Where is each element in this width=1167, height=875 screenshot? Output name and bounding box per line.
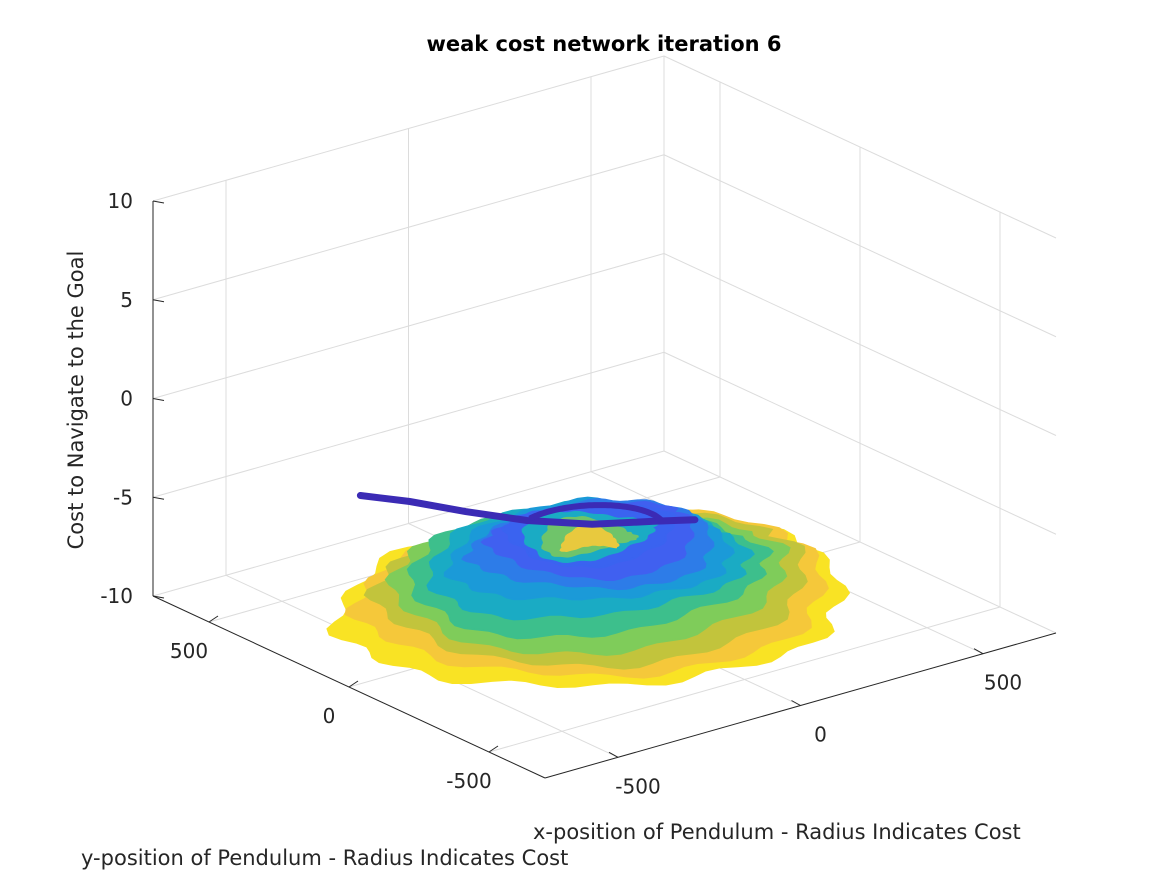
y-tick bbox=[208, 615, 219, 623]
z-tick bbox=[152, 595, 165, 599]
z-tick-label: 10 bbox=[108, 189, 133, 213]
x-tick bbox=[791, 700, 801, 706]
x-axis-label: x-position of Pendulum - Radius Indicate… bbox=[533, 820, 1021, 844]
z-tick bbox=[152, 496, 165, 500]
x-tick-label: 0 bbox=[814, 723, 827, 747]
z-tick-label: 0 bbox=[120, 387, 133, 411]
chart-title: weak cost network iteration 6 bbox=[426, 32, 781, 56]
x-tick-label: -500 bbox=[615, 774, 660, 798]
axis-lines bbox=[152, 200, 1057, 779]
z-tick-label: -10 bbox=[100, 584, 133, 608]
y-axis-label: y-position of Pendulum - Radius Indicate… bbox=[81, 846, 568, 870]
grid-line bbox=[488, 606, 1001, 753]
surface-spur bbox=[356, 492, 699, 528]
z-tick bbox=[152, 398, 165, 401]
z-axis-label: Cost to Navigate to the Goal bbox=[64, 251, 88, 550]
y-tick-label: 0 bbox=[323, 704, 336, 728]
tick-labels: -500 0 500 -500 0 500 -10 -5 0 5 10 bbox=[100, 189, 1022, 798]
x-tick bbox=[973, 648, 984, 655]
y-tick-label: -500 bbox=[446, 769, 491, 793]
z-tick-label: 5 bbox=[120, 288, 133, 312]
z-tick bbox=[152, 299, 165, 303]
z-tick bbox=[152, 200, 165, 204]
z-tick-label: -5 bbox=[113, 485, 133, 509]
x-tick-label: 500 bbox=[984, 671, 1022, 695]
cost-surface bbox=[326, 492, 851, 689]
x-tick bbox=[608, 751, 619, 758]
y-tick bbox=[488, 745, 499, 753]
y-tick-label: 500 bbox=[170, 639, 208, 663]
y-tick bbox=[348, 680, 359, 688]
surface-rim bbox=[528, 502, 664, 523]
